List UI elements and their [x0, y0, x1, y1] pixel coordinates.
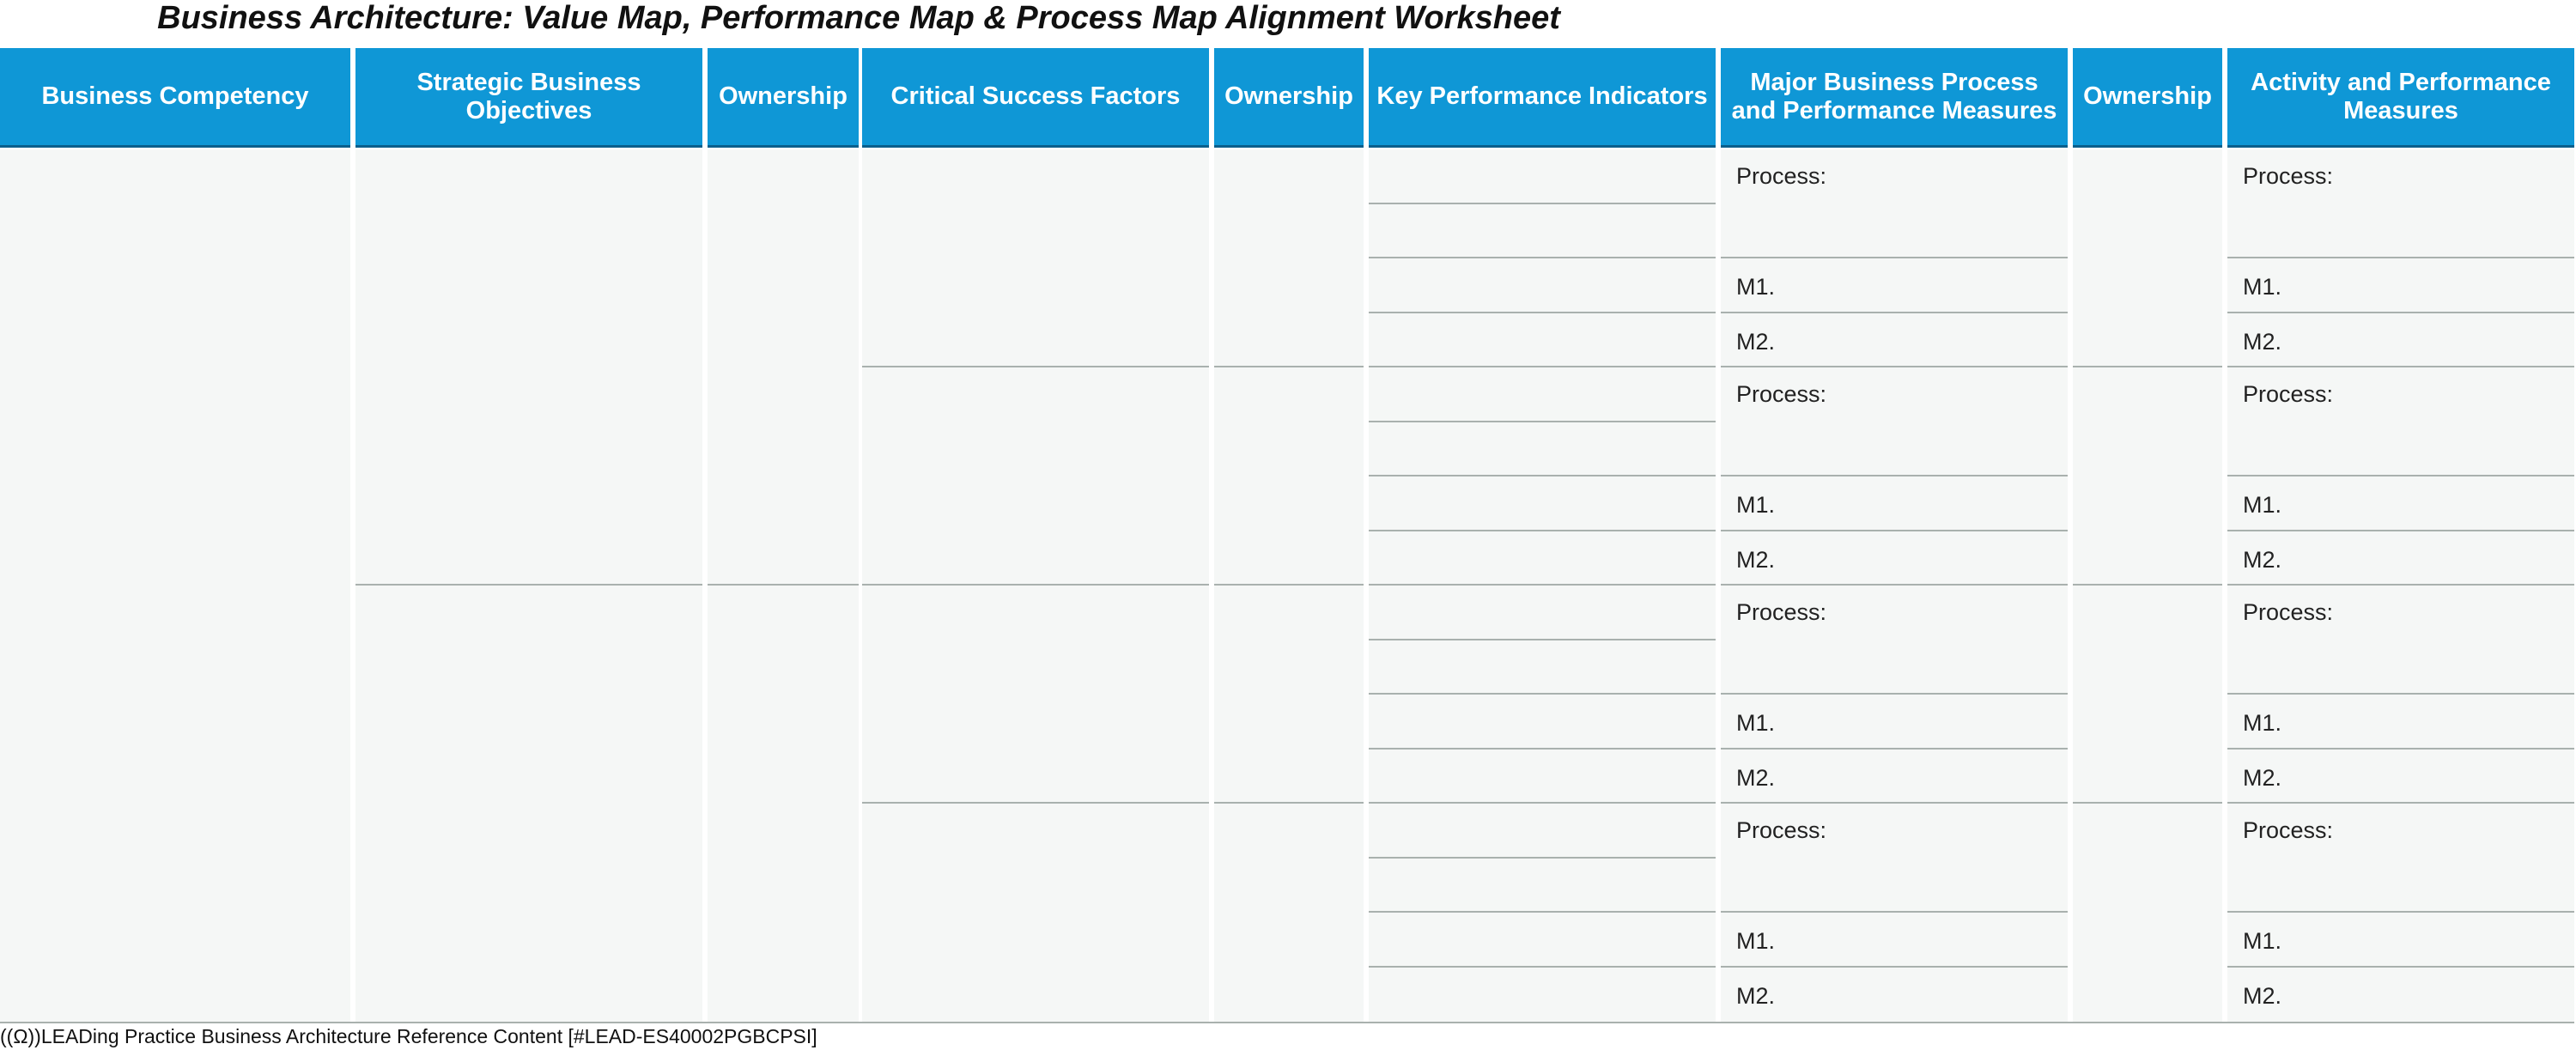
process-m1-cell[interactable]: M1.	[1721, 258, 2068, 313]
kpi-cell[interactable]	[1369, 531, 1716, 586]
ownership3-cell[interactable]	[2073, 367, 2222, 586]
m2-label: M2.	[1736, 764, 1776, 791]
ownership2-cell[interactable]	[1214, 149, 1364, 367]
table-bottom-rule	[0, 1022, 2574, 1023]
m1-label: M1.	[1736, 492, 1776, 518]
csf-cell[interactable]	[862, 804, 1209, 1022]
process-m1-cell[interactable]: M1.	[1721, 476, 2068, 531]
activity-process-cell[interactable]: Process:	[2227, 586, 2574, 695]
csf-cell[interactable]	[862, 367, 1209, 586]
process-m2-cell[interactable]: M2.	[1721, 531, 2068, 586]
activity-m1-cell[interactable]: M1.	[2227, 913, 2574, 968]
kpi-cell[interactable]	[1369, 149, 1716, 204]
kpi-cell[interactable]	[1369, 967, 1716, 1022]
m1-label: M1.	[1736, 274, 1776, 300]
ownership3-cell[interactable]	[2073, 149, 2222, 367]
kpi-cell[interactable]	[1369, 695, 1716, 750]
m2-label: M2.	[2243, 982, 2282, 1009]
process-m1-cell[interactable]: M1.	[1721, 913, 2068, 968]
m2-label: M2.	[2243, 764, 2282, 791]
activity-process-cell[interactable]: Process:	[2227, 149, 2574, 258]
objectives-cell[interactable]	[355, 149, 702, 586]
process-label: Process:	[1736, 163, 1827, 189]
activity-process-cell[interactable]: Process:	[2227, 804, 2574, 913]
m2-label: M2.	[1736, 328, 1776, 355]
kpi-cell[interactable]	[1369, 422, 1716, 476]
process-process-cell[interactable]: Process:	[1721, 586, 2068, 695]
process-process-cell[interactable]: Process:	[1721, 804, 2068, 913]
kpi-cell[interactable]	[1369, 367, 1716, 422]
process-m1-cell[interactable]: M1.	[1721, 695, 2068, 750]
m2-label: M2.	[2243, 546, 2282, 573]
worksheet-table: Business Competency Strategic Business Ob…	[0, 48, 2576, 1023]
objectives-cell[interactable]	[355, 586, 702, 1022]
process-label: Process:	[2243, 163, 2334, 189]
competency-cell[interactable]	[0, 149, 350, 1022]
header-ownership3: Ownership	[2073, 48, 2222, 148]
process-m2-cell[interactable]: M2.	[1721, 967, 2068, 1022]
header-process: Major Business Process and Performance M…	[1721, 48, 2068, 148]
process-m2-cell[interactable]: M2.	[1721, 313, 2068, 367]
activity-m2-cell[interactable]: M2.	[2227, 749, 2574, 804]
process-label: Process:	[2243, 599, 2334, 625]
activity-m1-cell[interactable]: M1.	[2227, 476, 2574, 531]
process-process-cell[interactable]: Process:	[1721, 149, 2068, 258]
header-csf: Critical Success Factors	[862, 48, 1209, 148]
csf-cell[interactable]	[862, 149, 1209, 367]
ownership3-cell[interactable]	[2073, 804, 2222, 1022]
m2-label: M2.	[1736, 546, 1776, 573]
process-m2-cell[interactable]: M2.	[1721, 749, 2068, 804]
ownership1-cell[interactable]	[708, 586, 859, 1022]
header-objectives: Strategic Business Objectives	[355, 48, 702, 148]
m1-label: M1.	[1736, 928, 1776, 954]
activity-m2-cell[interactable]: M2.	[2227, 967, 2574, 1022]
kpi-cell[interactable]	[1369, 913, 1716, 968]
activity-m1-cell[interactable]: M1.	[2227, 258, 2574, 313]
m1-label: M1.	[2243, 274, 2282, 300]
kpi-cell[interactable]	[1369, 749, 1716, 804]
m1-label: M1.	[2243, 710, 2282, 736]
ownership2-cell[interactable]	[1214, 586, 1364, 804]
copyright-footer: ((Ω))LEADing Practice Business Architect…	[0, 1025, 817, 1047]
activity-m2-cell[interactable]: M2.	[2227, 531, 2574, 586]
ownership3-cell[interactable]	[2073, 586, 2222, 804]
m2-label: M2.	[1736, 982, 1776, 1009]
process-label: Process:	[2243, 381, 2334, 407]
kpi-cell[interactable]	[1369, 313, 1716, 367]
process-process-cell[interactable]: Process:	[1721, 367, 2068, 476]
csf-cell[interactable]	[862, 586, 1209, 804]
kpi-cell[interactable]	[1369, 203, 1716, 258]
kpi-cell[interactable]	[1369, 858, 1716, 913]
kpi-cell[interactable]	[1369, 640, 1716, 695]
kpi-cell[interactable]	[1369, 804, 1716, 859]
process-label: Process:	[1736, 817, 1827, 843]
ownership2-cell[interactable]	[1214, 804, 1364, 1022]
m2-label: M2.	[2243, 328, 2282, 355]
header-activity: Activity and Performance Measures	[2227, 48, 2574, 148]
activity-m2-cell[interactable]: M2.	[2227, 313, 2574, 367]
ownership1-cell[interactable]	[708, 149, 859, 586]
m1-label: M1.	[2243, 928, 2282, 954]
activity-process-cell[interactable]: Process:	[2227, 367, 2574, 476]
process-label: Process:	[1736, 381, 1827, 407]
activity-m1-cell[interactable]: M1.	[2227, 695, 2574, 750]
m1-label: M1.	[1736, 710, 1776, 736]
header-ownership2: Ownership	[1214, 48, 1364, 148]
kpi-cell[interactable]	[1369, 586, 1716, 640]
process-label: Process:	[1736, 599, 1827, 625]
ownership2-cell[interactable]	[1214, 367, 1364, 586]
process-label: Process:	[2243, 817, 2334, 843]
header-competency: Business Competency	[0, 48, 350, 148]
kpi-cell[interactable]	[1369, 258, 1716, 313]
m1-label: M1.	[2243, 492, 2282, 518]
kpi-cell[interactable]	[1369, 476, 1716, 531]
header-kpi: Key Performance Indicators	[1369, 48, 1716, 148]
page-title: Business Architecture: Value Map, Perfor…	[157, 0, 1560, 36]
header-ownership1: Ownership	[708, 48, 859, 148]
